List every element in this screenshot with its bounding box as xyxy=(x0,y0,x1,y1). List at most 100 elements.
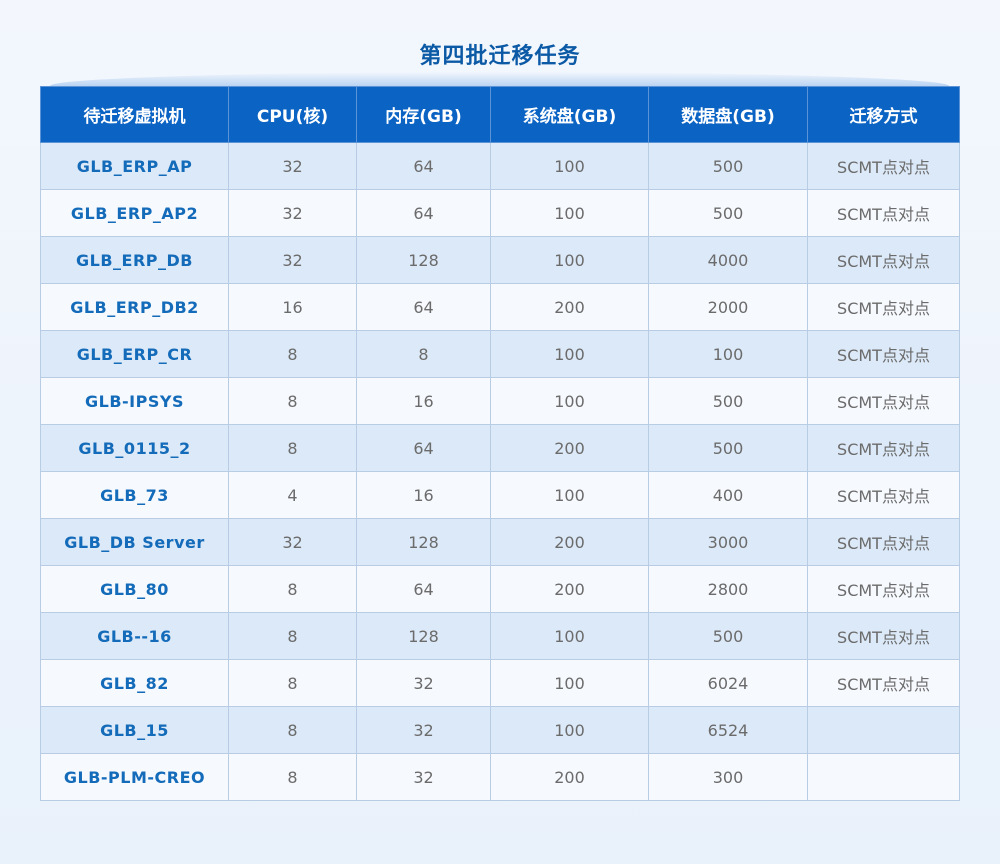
cpu-cell: 8 xyxy=(228,424,357,472)
migration-method-cell: SCMT点对点 xyxy=(807,236,960,284)
migration-method-cell: SCMT点对点 xyxy=(807,424,960,472)
migration-table-container: 待迁移虚拟机 CPU(核) 内存(GB) 系统盘(GB) 数据盘(GB) 迁移方… xyxy=(40,72,960,801)
column-header-cpu: CPU(核) xyxy=(228,86,357,143)
migration-method-cell: SCMT点对点 xyxy=(807,377,960,425)
table-row: GLB--16 8 128 100 500 SCMT点对点 xyxy=(40,612,960,660)
cpu-cell: 4 xyxy=(228,471,357,519)
memory-cell: 64 xyxy=(356,189,491,237)
table-row: GLB_ERP_DB 32 128 100 4000 SCMT点对点 xyxy=(40,236,960,284)
vm-name-cell: GLB_DB Server xyxy=(40,518,229,566)
system-disk-cell: 200 xyxy=(490,283,649,331)
cpu-cell: 32 xyxy=(228,142,357,190)
vm-name-cell: GLB_ERP_AP xyxy=(40,142,229,190)
vm-name-cell: GLB_80 xyxy=(40,565,229,613)
cpu-cell: 8 xyxy=(228,753,357,801)
memory-cell: 64 xyxy=(356,424,491,472)
table-row: GLB_15 8 32 100 6524 xyxy=(40,706,960,754)
memory-cell: 64 xyxy=(356,142,491,190)
memory-cell: 16 xyxy=(356,377,491,425)
cpu-cell: 8 xyxy=(228,377,357,425)
vm-name-cell: GLB_ERP_DB xyxy=(40,236,229,284)
memory-cell: 128 xyxy=(356,518,491,566)
table-row: GLB-PLM-CREO 8 32 200 300 xyxy=(40,753,960,801)
memory-cell: 64 xyxy=(356,565,491,613)
system-disk-cell: 100 xyxy=(490,706,649,754)
data-disk-cell: 500 xyxy=(648,377,808,425)
memory-cell: 32 xyxy=(356,753,491,801)
table-row: GLB-IPSYS 8 16 100 500 SCMT点对点 xyxy=(40,377,960,425)
data-disk-cell: 6024 xyxy=(648,659,808,707)
column-header-migration-method: 迁移方式 xyxy=(807,86,960,143)
migration-method-cell: SCMT点对点 xyxy=(807,659,960,707)
data-disk-cell: 100 xyxy=(648,330,808,378)
memory-cell: 128 xyxy=(356,612,491,660)
memory-cell: 128 xyxy=(356,236,491,284)
data-disk-cell: 6524 xyxy=(648,706,808,754)
data-disk-cell: 500 xyxy=(648,189,808,237)
migration-method-cell: SCMT点对点 xyxy=(807,189,960,237)
migration-method-cell: SCMT点对点 xyxy=(807,565,960,613)
vm-name-cell: GLB_15 xyxy=(40,706,229,754)
table-row: GLB_82 8 32 100 6024 SCMT点对点 xyxy=(40,659,960,707)
cpu-cell: 16 xyxy=(228,283,357,331)
migration-method-cell: SCMT点对点 xyxy=(807,142,960,190)
system-disk-cell: 100 xyxy=(490,377,649,425)
vm-name-cell: GLB--16 xyxy=(40,612,229,660)
system-disk-cell: 100 xyxy=(490,612,649,660)
memory-cell: 8 xyxy=(356,330,491,378)
vm-name-cell: GLB_82 xyxy=(40,659,229,707)
data-disk-cell: 300 xyxy=(648,753,808,801)
migration-method-cell: SCMT点对点 xyxy=(807,283,960,331)
column-header-memory: 内存(GB) xyxy=(356,86,491,143)
migration-task-table: 待迁移虚拟机 CPU(核) 内存(GB) 系统盘(GB) 数据盘(GB) 迁移方… xyxy=(40,86,960,801)
memory-cell: 32 xyxy=(356,659,491,707)
vm-name-cell: GLB-IPSYS xyxy=(40,377,229,425)
migration-method-cell xyxy=(807,706,960,754)
table-header-row: 待迁移虚拟机 CPU(核) 内存(GB) 系统盘(GB) 数据盘(GB) 迁移方… xyxy=(40,86,960,143)
table-row: GLB_ERP_AP2 32 64 100 500 SCMT点对点 xyxy=(40,189,960,237)
vm-name-cell: GLB_ERP_AP2 xyxy=(40,189,229,237)
table-row: GLB_DB Server 32 128 200 3000 SCMT点对点 xyxy=(40,518,960,566)
system-disk-cell: 100 xyxy=(490,471,649,519)
table-row: GLB_73 4 16 100 400 SCMT点对点 xyxy=(40,471,960,519)
data-disk-cell: 500 xyxy=(648,142,808,190)
data-disk-cell: 3000 xyxy=(648,518,808,566)
header-glow-decoration xyxy=(50,72,949,86)
system-disk-cell: 100 xyxy=(490,330,649,378)
vm-name-cell: GLB_ERP_CR xyxy=(40,330,229,378)
system-disk-cell: 200 xyxy=(490,518,649,566)
data-disk-cell: 2000 xyxy=(648,283,808,331)
system-disk-cell: 200 xyxy=(490,753,649,801)
vm-name-cell: GLB-PLM-CREO xyxy=(40,753,229,801)
table-row: GLB_0115_2 8 64 200 500 SCMT点对点 xyxy=(40,424,960,472)
system-disk-cell: 100 xyxy=(490,236,649,284)
memory-cell: 16 xyxy=(356,471,491,519)
page-title: 第四批迁移任务 xyxy=(419,44,581,69)
column-header-system-disk: 系统盘(GB) xyxy=(490,86,649,143)
system-disk-cell: 200 xyxy=(490,424,649,472)
table-row: GLB_ERP_AP 32 64 100 500 SCMT点对点 xyxy=(40,142,960,190)
system-disk-cell: 100 xyxy=(490,142,649,190)
cpu-cell: 8 xyxy=(228,330,357,378)
cpu-cell: 8 xyxy=(228,612,357,660)
column-header-vm-name: 待迁移虚拟机 xyxy=(40,86,229,143)
cpu-cell: 8 xyxy=(228,706,357,754)
data-disk-cell: 4000 xyxy=(648,236,808,284)
cpu-cell: 32 xyxy=(228,518,357,566)
migration-method-cell: SCMT点对点 xyxy=(807,330,960,378)
cpu-cell: 32 xyxy=(228,189,357,237)
table-row: GLB_ERP_DB2 16 64 200 2000 SCMT点对点 xyxy=(40,283,960,331)
data-disk-cell: 500 xyxy=(648,424,808,472)
data-disk-cell: 500 xyxy=(648,612,808,660)
column-header-data-disk: 数据盘(GB) xyxy=(648,86,808,143)
vm-name-cell: GLB_73 xyxy=(40,471,229,519)
migration-method-cell: SCMT点对点 xyxy=(807,612,960,660)
data-disk-cell: 400 xyxy=(648,471,808,519)
table-row: GLB_80 8 64 200 2800 SCMT点对点 xyxy=(40,565,960,613)
system-disk-cell: 200 xyxy=(490,565,649,613)
data-disk-cell: 2800 xyxy=(648,565,808,613)
cpu-cell: 8 xyxy=(228,659,357,707)
memory-cell: 32 xyxy=(356,706,491,754)
table-row: GLB_ERP_CR 8 8 100 100 SCMT点对点 xyxy=(40,330,960,378)
vm-name-cell: GLB_0115_2 xyxy=(40,424,229,472)
